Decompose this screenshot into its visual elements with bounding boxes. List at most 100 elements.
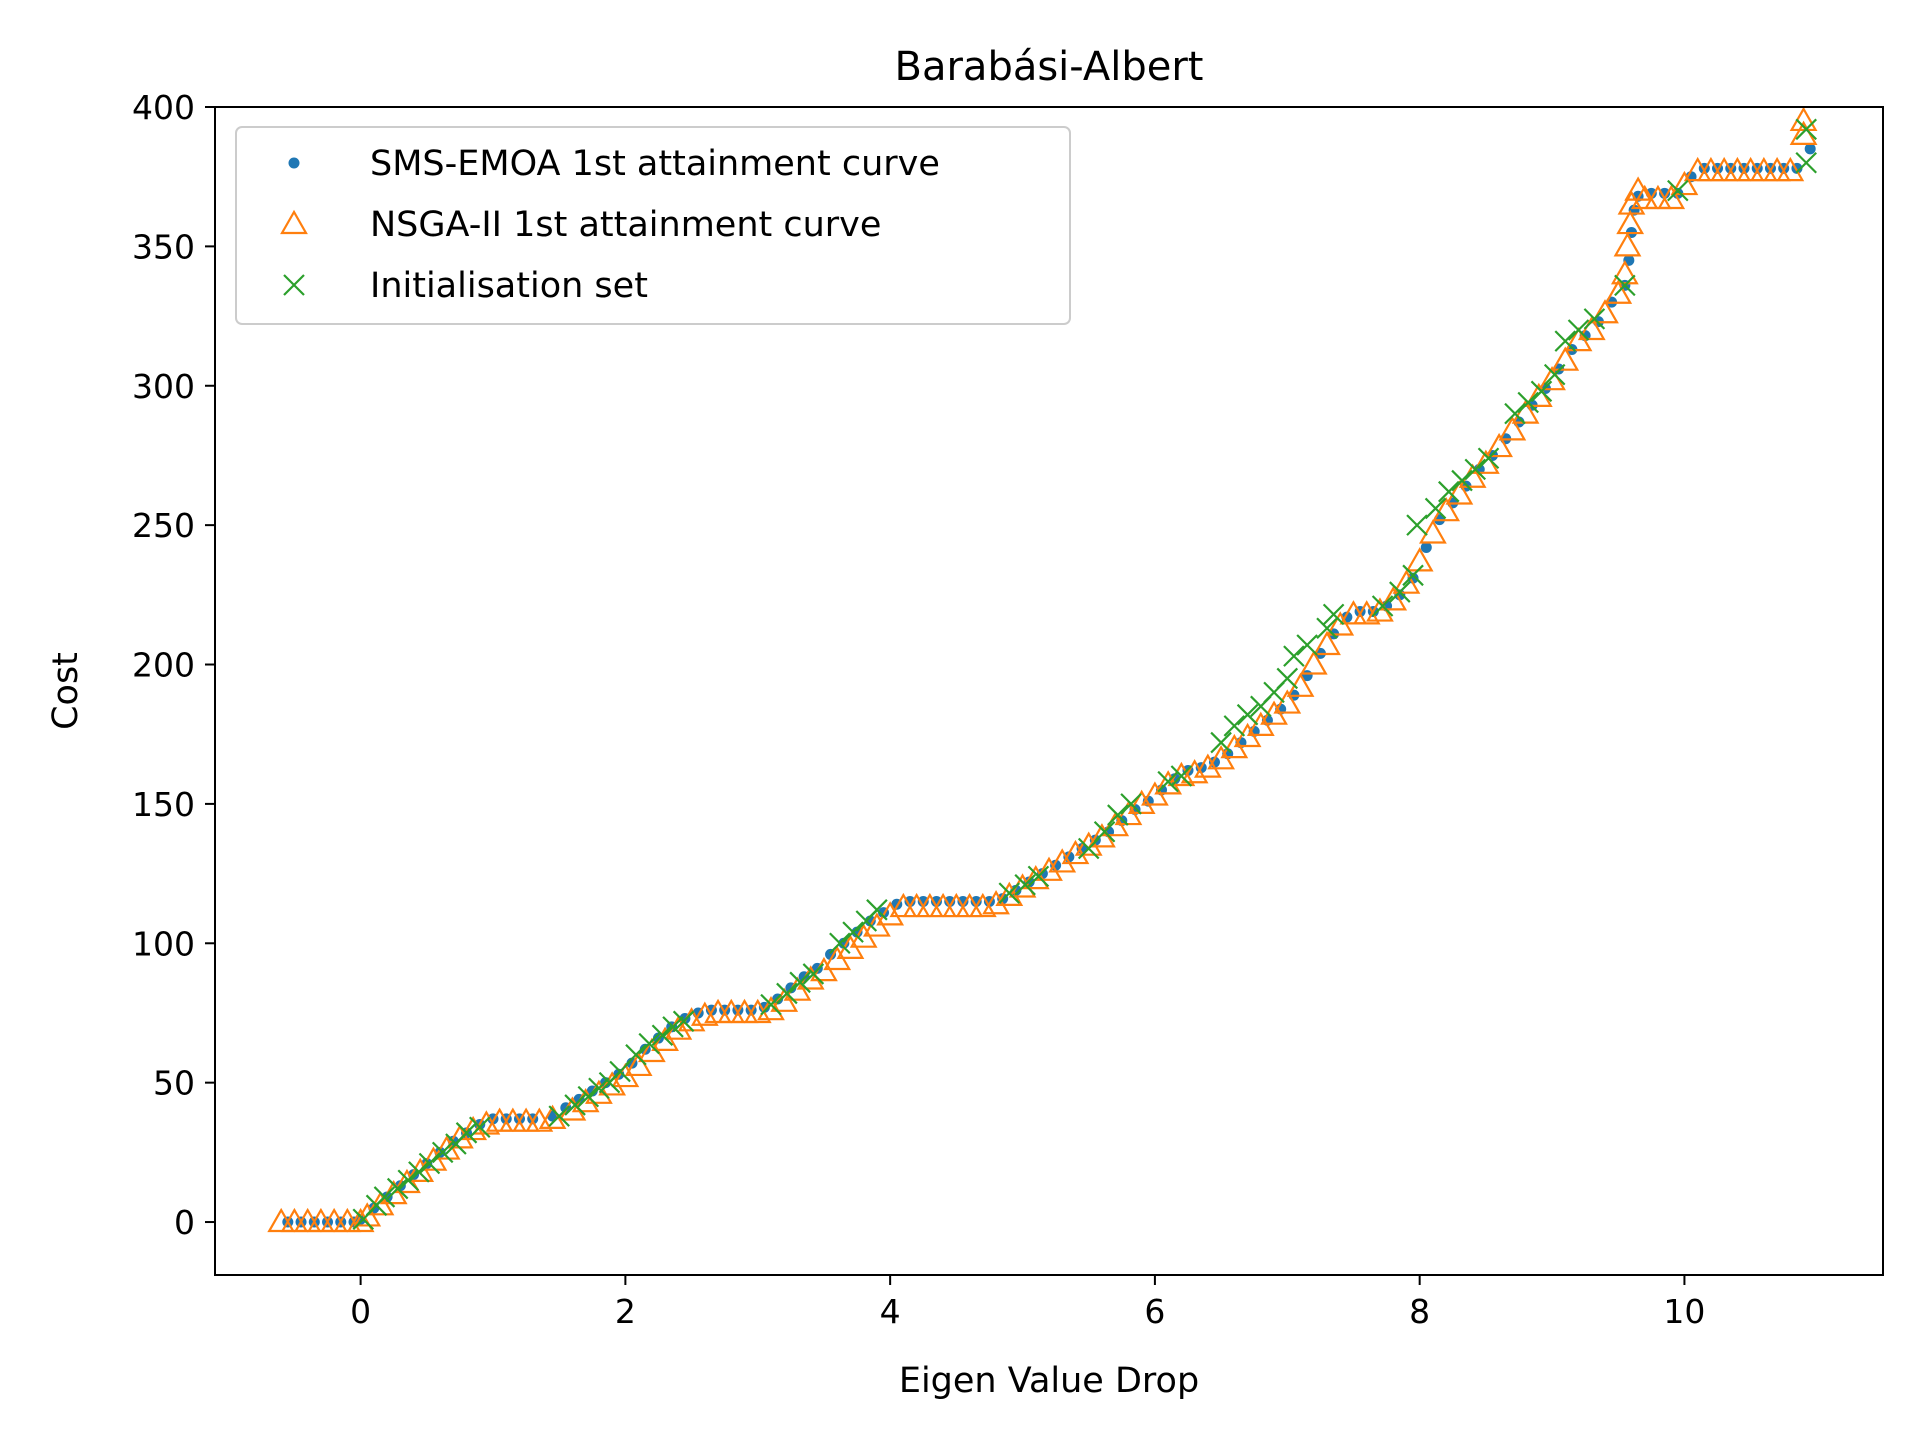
data-point [397, 1169, 420, 1191]
data-point [1432, 496, 1461, 522]
data-point [431, 1141, 454, 1164]
data-point [1210, 731, 1232, 754]
data-point [638, 1032, 660, 1055]
y-tick-label: 100 [132, 924, 195, 963]
data-point [1296, 634, 1318, 656]
data-point [957, 895, 969, 907]
data-point [1530, 380, 1553, 403]
data-point [662, 1016, 684, 1038]
data-point [1048, 848, 1077, 873]
data-point [1371, 595, 1394, 617]
data-point [1027, 865, 1050, 888]
data-point [930, 895, 942, 907]
data-point [1583, 308, 1606, 330]
data-point [1313, 630, 1341, 656]
data-point [1610, 260, 1639, 285]
data-point [829, 932, 851, 955]
data-point [1419, 519, 1447, 544]
data-point [1424, 497, 1447, 520]
data-point [598, 1071, 627, 1096]
data-point [842, 921, 864, 943]
legend-label: Initialisation set [370, 266, 648, 306]
legend: SMS-EMOA 1st attainment curve NSGA-II 1st… [235, 126, 1071, 325]
data-point [625, 1044, 647, 1066]
data-point [1617, 190, 1646, 215]
data-point [408, 1161, 430, 1183]
legend-box [235, 126, 1071, 325]
data-point [917, 895, 929, 907]
x-tick-label: 2 [615, 1292, 636, 1331]
data-point [1614, 274, 1636, 297]
data-point [1035, 856, 1063, 881]
data-point [1316, 617, 1338, 640]
data-point [1485, 432, 1513, 458]
data-point [1379, 586, 1408, 611]
data-point [1420, 541, 1432, 553]
data-point [1074, 831, 1103, 856]
data-point [577, 1085, 600, 1108]
data-point [760, 993, 782, 1016]
legend-label: NSGA-II 1st attainment curve [370, 205, 881, 245]
legend-label: SMS-EMOA 1st attainment curve [370, 144, 940, 184]
data-point [1061, 839, 1090, 865]
legend-triangle-marker [280, 209, 308, 235]
data-point [1283, 645, 1305, 667]
data-point [776, 982, 798, 1005]
legend-items: SMS-EMOA 1st attainment curve NSGA-II 1st… [280, 144, 940, 306]
data-point [1464, 458, 1487, 481]
data-point [1157, 770, 1179, 793]
data-point [1504, 402, 1526, 425]
x-tick-label: 0 [350, 1292, 371, 1331]
data-point [1517, 391, 1539, 414]
chart-title: Barabási-Albert [895, 44, 1204, 90]
data-point [1127, 789, 1156, 814]
x-tick-label: 8 [1409, 1292, 1430, 1331]
data-point [998, 882, 1021, 904]
y-tick-label: 300 [132, 367, 195, 406]
data-point [1276, 667, 1299, 690]
data-point [1795, 118, 1817, 141]
data-point [1180, 759, 1209, 784]
data-point [1498, 416, 1527, 441]
data-point [1543, 363, 1566, 386]
legend-x-marker [283, 274, 305, 296]
data-point [418, 1152, 441, 1175]
data-point [1021, 864, 1050, 890]
x-tick-label: 10 [1663, 1292, 1705, 1331]
data-point [1406, 514, 1428, 536]
data-point [1657, 184, 1686, 210]
y-tick-label: 350 [132, 227, 195, 266]
data-point [1667, 179, 1689, 202]
data-point [1273, 689, 1302, 714]
data-point [802, 963, 825, 985]
data-point [1322, 603, 1345, 626]
y-tick-label: 250 [132, 506, 195, 545]
data-point [1477, 447, 1500, 470]
data-point [468, 1116, 491, 1139]
y-axis-label: Cost [46, 652, 86, 730]
y-tick-label: 400 [132, 88, 195, 127]
data-point [1093, 820, 1116, 843]
series-x-markers [352, 118, 1817, 1231]
data-point [1613, 232, 1642, 257]
data-point [866, 899, 888, 921]
data-point [1402, 564, 1424, 587]
y-tick-label: 0 [174, 1203, 195, 1242]
data-point [564, 1094, 586, 1116]
data-point [825, 948, 837, 960]
data-point [1299, 650, 1328, 675]
data-marks [267, 106, 1818, 1233]
data-point [346, 1207, 375, 1233]
data-point [1616, 209, 1645, 235]
data-point [970, 895, 982, 907]
data-point [757, 995, 785, 1021]
data-point [548, 1105, 570, 1127]
data-point [1392, 569, 1421, 594]
data-point [1659, 187, 1671, 199]
legend-dot-marker [288, 157, 300, 169]
data-point [1236, 703, 1259, 726]
data-point [1014, 873, 1036, 896]
data-point [1567, 319, 1590, 341]
